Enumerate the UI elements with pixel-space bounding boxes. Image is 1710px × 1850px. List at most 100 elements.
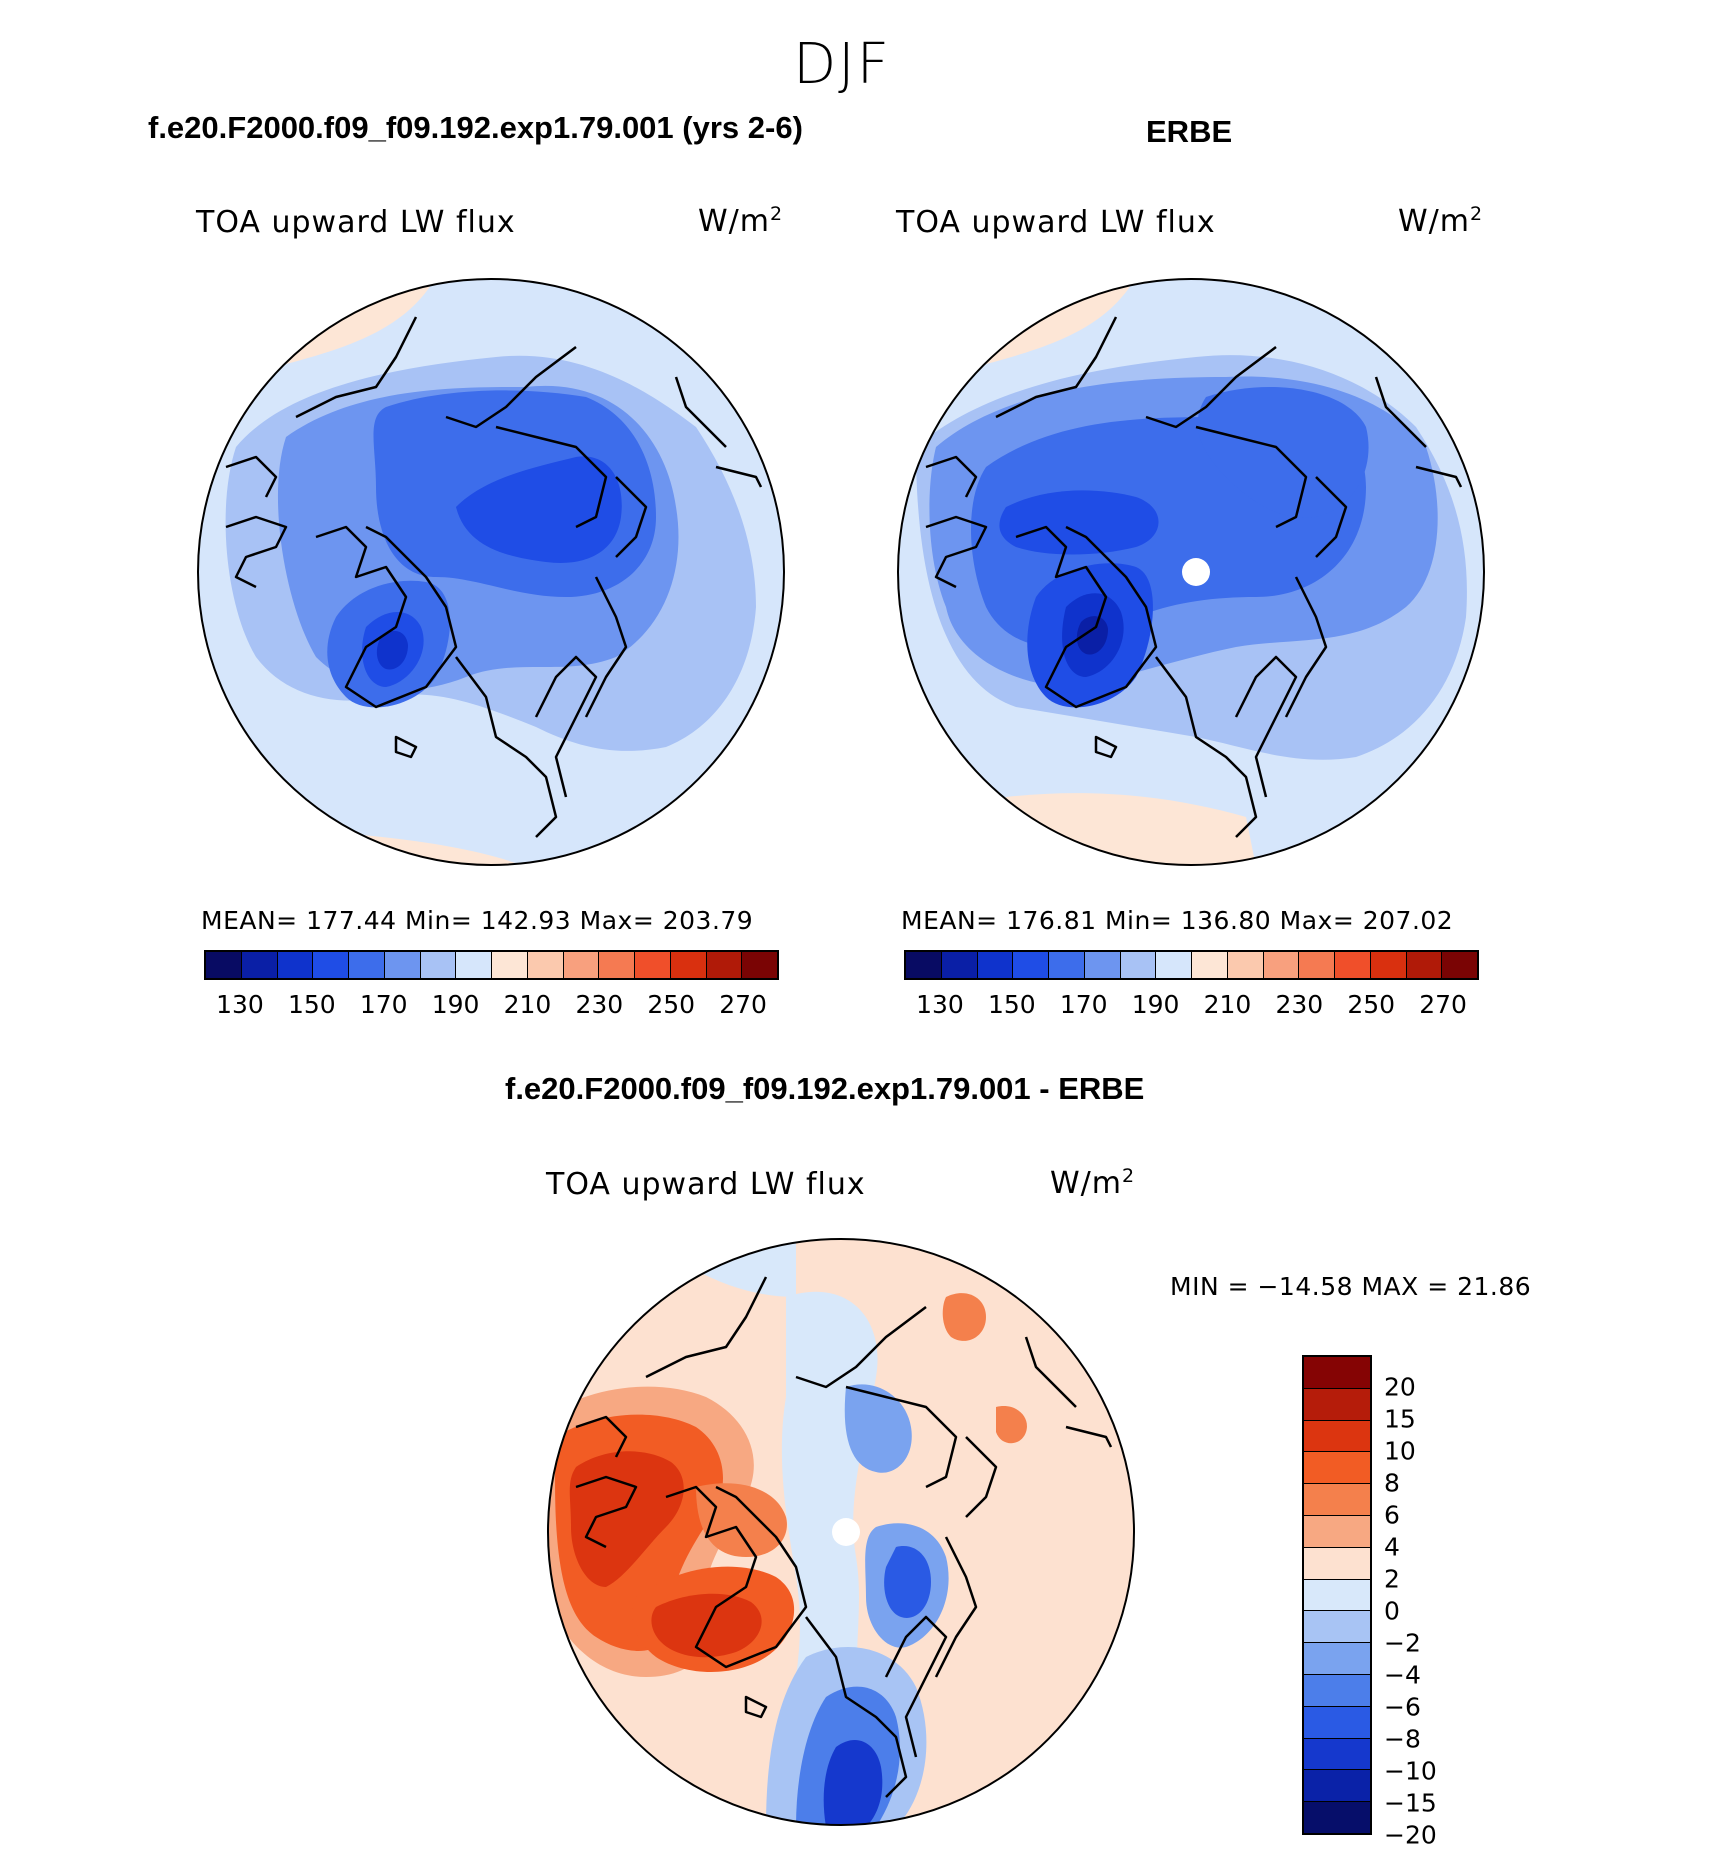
colorbar-swatch <box>941 952 978 978</box>
colorbar-swatch <box>277 952 314 978</box>
colorbar-tick-label: 270 <box>1419 990 1467 1019</box>
colorbar-tick-label: 170 <box>1059 990 1108 1019</box>
colorbar-swatch <box>1156 952 1192 978</box>
colorbar-swatch <box>1304 1420 1370 1453</box>
colorbar-tick-label: 130 <box>916 990 964 1019</box>
diff-colorbar-labels: 20 15 10 8 6 4 2 0 −2 −4 −6 −8 −10 −15 −20 <box>1384 1355 1464 1850</box>
colorbar-swatch <box>527 952 564 978</box>
diff-variable-label: TOA upward LW flux <box>546 1167 866 1202</box>
colorbar-tick-label: 130 <box>216 990 264 1019</box>
colorbar-swatch <box>456 952 492 978</box>
colorbar-swatch <box>206 952 242 978</box>
colorbar-tick-label: 170 <box>359 990 408 1019</box>
colorbar-swatch <box>1442 952 1477 978</box>
colorbar-tick-label: 10 <box>1384 1436 1416 1466</box>
model-colorbar <box>204 950 779 980</box>
obs-case-title: ERBE <box>1146 114 1233 149</box>
colorbar-swatch <box>1304 1357 1370 1389</box>
colorbar-tick-label: 190 <box>431 990 480 1019</box>
diff-polar-map <box>547 1238 1135 1826</box>
colorbar-swatch <box>906 952 942 978</box>
model-colorbar-labels: 130 150 170 190 210 230 250 270 <box>204 990 779 1020</box>
colorbar-swatch <box>1335 952 1371 978</box>
diff-stats: MIN = −14.58 MAX = 21.86 <box>1170 1272 1532 1301</box>
colorbar-tick-label: 230 <box>1275 990 1324 1019</box>
colorbar-swatch <box>492 952 528 978</box>
colorbar-swatch <box>241 952 278 978</box>
colorbar-swatch <box>1304 1579 1370 1612</box>
colorbar-swatch <box>420 952 457 978</box>
colorbar-swatch <box>1084 952 1121 978</box>
colorbar-swatch <box>670 952 707 978</box>
colorbar-tick-label: 15 <box>1384 1404 1416 1434</box>
colorbar-tick-label: −6 <box>1384 1692 1421 1722</box>
colorbar-tick-label: −10 <box>1384 1756 1437 1786</box>
colorbar-tick-label: 8 <box>1384 1468 1400 1498</box>
model-stats: MEAN= 177.44 Min= 142.93 Max= 203.79 <box>201 906 754 935</box>
colorbar-swatch <box>1304 1706 1370 1739</box>
colorbar-swatch <box>349 952 385 978</box>
colorbar-swatch <box>1049 952 1085 978</box>
colorbar-tick-label: 190 <box>1131 990 1180 1019</box>
colorbar-swatch <box>1263 952 1300 978</box>
colorbar-swatch <box>706 952 743 978</box>
colorbar-tick-label: 20 <box>1384 1372 1416 1402</box>
colorbar-swatch <box>1304 1611 1370 1644</box>
colorbar-tick-label: −20 <box>1384 1820 1437 1850</box>
colorbar-tick-label: 6 <box>1384 1500 1400 1530</box>
model-variable-label: TOA upward LW flux <box>196 205 516 240</box>
colorbar-swatch <box>1299 952 1335 978</box>
model-case-title: f.e20.F2000.f09_f09.192.exp1.79.001 (yrs… <box>148 110 803 145</box>
colorbar-tick-label: −4 <box>1384 1660 1421 1690</box>
diff-case-title: f.e20.F2000.f09_f09.192.exp1.79.001 - ER… <box>505 1071 1145 1106</box>
colorbar-swatch <box>1304 1770 1370 1803</box>
colorbar-tick-label: −2 <box>1384 1628 1421 1658</box>
colorbar-swatch <box>313 952 349 978</box>
colorbar-tick-label: 4 <box>1384 1532 1400 1562</box>
colorbar-tick-label: −8 <box>1384 1724 1421 1754</box>
figure-title: DJF <box>793 32 891 97</box>
obs-colorbar-labels: 130 150 170 190 210 230 250 270 <box>904 990 1479 1020</box>
colorbar-swatch <box>1013 952 1049 978</box>
colorbar-swatch <box>563 952 600 978</box>
model-polar-map <box>197 278 785 866</box>
colorbar-tick-label: 250 <box>647 990 696 1019</box>
colorbar-swatch <box>1304 1547 1370 1580</box>
colorbar-swatch <box>1304 1738 1370 1771</box>
colorbar-tick-label: 270 <box>719 990 767 1019</box>
colorbar-swatch <box>384 952 421 978</box>
colorbar-tick-label: 230 <box>575 990 624 1019</box>
colorbar-tick-label: 0 <box>1384 1596 1400 1626</box>
colorbar-swatch <box>599 952 635 978</box>
colorbar-tick-label: −15 <box>1384 1788 1437 1818</box>
colorbar-swatch <box>977 952 1014 978</box>
obs-colorbar <box>904 950 1479 980</box>
colorbar-swatch <box>1227 952 1264 978</box>
colorbar-swatch <box>1304 1643 1370 1675</box>
diff-unit-label: W/m2 <box>1050 1165 1136 1201</box>
colorbar-swatch <box>1370 952 1407 978</box>
colorbar-swatch <box>1304 1802 1370 1833</box>
colorbar-swatch <box>635 952 671 978</box>
obs-stats: MEAN= 176.81 Min= 136.80 Max= 207.02 <box>901 906 1454 935</box>
colorbar-swatch <box>742 952 777 978</box>
colorbar-swatch <box>1304 1515 1370 1548</box>
colorbar-swatch <box>1304 1388 1370 1421</box>
colorbar-swatch <box>1304 1484 1370 1516</box>
colorbar-tick-label: 150 <box>987 990 1036 1019</box>
colorbar-swatch <box>1304 1674 1370 1707</box>
obs-unit-label: W/m2 <box>1398 203 1484 239</box>
colorbar-tick-label: 210 <box>1203 990 1252 1019</box>
model-unit-label: W/m2 <box>698 203 784 239</box>
colorbar-swatch <box>1406 952 1443 978</box>
colorbar-tick-label: 210 <box>503 990 552 1019</box>
colorbar-tick-label: 250 <box>1347 990 1396 1019</box>
obs-polar-map <box>897 278 1485 866</box>
colorbar-swatch <box>1192 952 1228 978</box>
colorbar-swatch <box>1304 1452 1370 1485</box>
colorbar-tick-label: 2 <box>1384 1564 1400 1594</box>
diff-colorbar <box>1302 1355 1372 1835</box>
colorbar-tick-label: 150 <box>287 990 336 1019</box>
colorbar-swatch <box>1120 952 1157 978</box>
obs-variable-label: TOA upward LW flux <box>896 205 1216 240</box>
